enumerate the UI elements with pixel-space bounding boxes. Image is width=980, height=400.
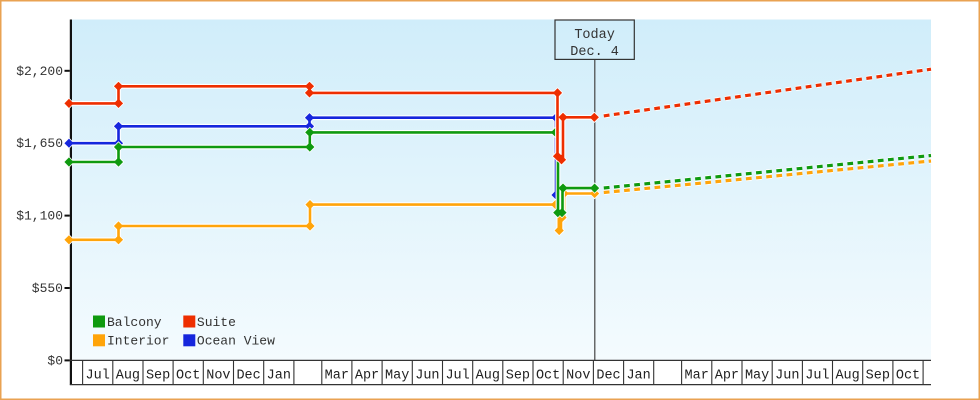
- svg-text:Dec: Dec: [596, 369, 620, 384]
- svg-text:Apr: Apr: [355, 369, 379, 384]
- svg-text:Jul: Jul: [805, 369, 829, 384]
- svg-text:Ocean View: Ocean View: [197, 334, 275, 349]
- svg-text:Sep: Sep: [506, 369, 530, 384]
- svg-text:Mar: Mar: [325, 369, 349, 384]
- svg-text:Interior: Interior: [107, 334, 169, 349]
- svg-text:Balcony: Balcony: [107, 315, 162, 330]
- svg-text:Jul: Jul: [445, 369, 469, 384]
- svg-text:Jan: Jan: [626, 369, 650, 384]
- svg-text:Nov: Nov: [206, 369, 230, 384]
- svg-text:Mar: Mar: [685, 369, 709, 384]
- svg-text:Aug: Aug: [116, 369, 140, 384]
- svg-text:Sep: Sep: [866, 369, 890, 384]
- svg-text:Apr: Apr: [715, 369, 739, 384]
- svg-text:Jun: Jun: [775, 369, 799, 384]
- svg-text:$550: $550: [32, 281, 63, 296]
- svg-text:$2,200: $2,200: [16, 64, 63, 79]
- svg-text:Today: Today: [574, 28, 615, 43]
- svg-text:Dec. 4: Dec. 4: [570, 45, 619, 60]
- svg-text:Nov: Nov: [566, 369, 590, 384]
- svg-text:May: May: [385, 369, 409, 384]
- svg-text:May: May: [745, 369, 769, 384]
- svg-text:$0: $0: [47, 353, 63, 368]
- svg-text:Suite: Suite: [197, 315, 236, 330]
- svg-text:Aug: Aug: [476, 369, 500, 384]
- svg-text:Jun: Jun: [415, 369, 439, 384]
- svg-text:Oct: Oct: [176, 369, 200, 384]
- svg-text:Jan: Jan: [267, 369, 291, 384]
- svg-text:$1,650: $1,650: [16, 136, 63, 151]
- svg-text:Jul: Jul: [86, 369, 110, 384]
- svg-text:Oct: Oct: [536, 369, 560, 384]
- svg-text:Aug: Aug: [835, 369, 859, 384]
- svg-text:Oct: Oct: [896, 369, 920, 384]
- svg-text:$1,100: $1,100: [16, 209, 63, 224]
- svg-text:Sep: Sep: [146, 369, 170, 384]
- svg-text:Dec: Dec: [236, 369, 260, 384]
